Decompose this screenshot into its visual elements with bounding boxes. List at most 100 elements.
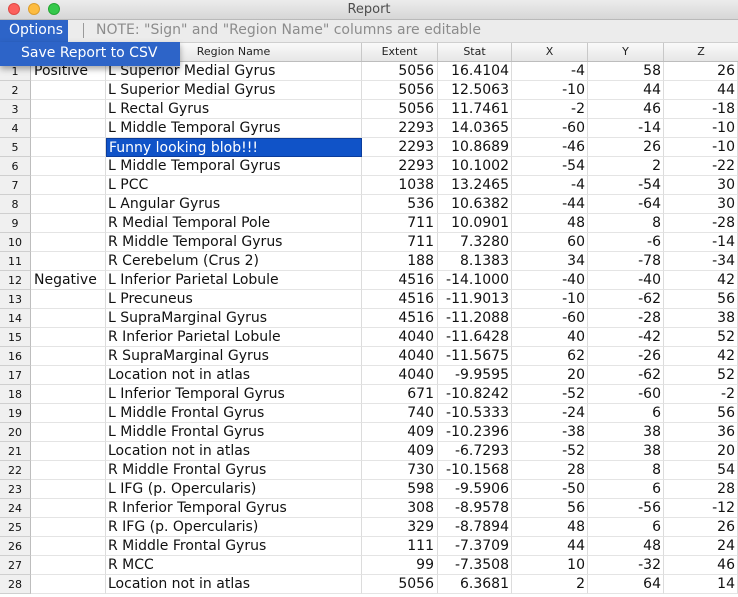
region-name-cell[interactable]: R Middle Frontal Gyrus	[106, 461, 362, 480]
sign-cell[interactable]	[31, 290, 106, 309]
sign-cell[interactable]	[31, 442, 106, 461]
sign-cell[interactable]	[31, 404, 106, 423]
close-icon[interactable]	[8, 3, 20, 15]
sign-cell[interactable]	[31, 385, 106, 404]
region-name-cell[interactable]: L Angular Gyrus	[106, 195, 362, 214]
table-row[interactable]: 17 Location not in atlas 4040 -9.9595 20 -62 5…	[0, 366, 738, 385]
sign-cell[interactable]	[31, 461, 106, 480]
y-cell: 64	[588, 575, 664, 594]
region-name-cell[interactable]: L PCC	[106, 176, 362, 195]
table-row[interactable]: 19 L Middle Frontal Gyrus 740 -10.5333 -24 6 5…	[0, 404, 738, 423]
table-row[interactable]: 23 L IFG (p. Opercularis) 598 -9.5906 -50 6 28	[0, 480, 738, 499]
table-row[interactable]: 24 R Inferior Temporal Gyrus 308 -8.9578 56-…	[0, 499, 738, 518]
table-row[interactable]: 7 L PCC 1038 13.2465 -4 -54 30	[0, 176, 738, 195]
sign-cell[interactable]	[31, 499, 106, 518]
sign-cell[interactable]	[31, 537, 106, 556]
region-name-cell[interactable]: R Inferior Temporal Gyrus	[106, 499, 362, 518]
region-name-cell[interactable]: Location not in atlas	[106, 442, 362, 461]
sign-cell[interactable]	[31, 176, 106, 195]
table-row[interactable]: 6 L Middle Temporal Gyrus 2293 10.1002 -54 2-…	[0, 157, 738, 176]
header-stat[interactable]: Stat	[438, 43, 512, 61]
options-menu-button[interactable]: Options	[0, 20, 68, 42]
table-row[interactable]: 13 L Precuneus 4516 -11.9013 -10 -62 56	[0, 290, 738, 309]
table-row[interactable]: 28 Location not in atlas 5056 6.3681 2 64 14	[0, 575, 738, 594]
header-region-name[interactable]: Region Name	[106, 43, 362, 61]
table-row[interactable]: 20 L Middle Frontal Gyrus 409 -10.2396 -38 38…	[0, 423, 738, 442]
region-name-cell[interactable]: L Middle Temporal Gyrus	[106, 157, 362, 176]
table-row[interactable]: 1 Positive L Superior Medial Gyrus 5056 16.4…	[0, 62, 738, 81]
save-report-csv-menu-item[interactable]: Save Report to CSV	[21, 45, 158, 61]
sign-cell[interactable]	[31, 81, 106, 100]
region-name-cell[interactable]: L Inferior Parietal Lobule	[106, 271, 362, 290]
sign-cell[interactable]	[31, 100, 106, 119]
zoom-icon[interactable]	[48, 3, 60, 15]
region-name-cell[interactable]: R Middle Temporal Gyrus	[106, 233, 362, 252]
table-row[interactable]: 21 Location not in atlas 409 -6.7293 -52 38 20	[0, 442, 738, 461]
region-name-cell[interactable]: L Rectal Gyrus	[106, 100, 362, 119]
sign-cell[interactable]	[31, 518, 106, 537]
header-x[interactable]: X	[512, 43, 588, 61]
table-row[interactable]: 15 R Inferior Parietal Lobule 4040 -11.6428…	[0, 328, 738, 347]
region-name-cell[interactable]: R Middle Frontal Gyrus	[106, 537, 362, 556]
region-name-cell[interactable]: R MCC	[106, 556, 362, 575]
z-cell: 46	[664, 556, 738, 575]
sign-cell[interactable]	[31, 347, 106, 366]
table-row[interactable]: 11 R Cerebelum (Crus 2) 188 8.1383 34 -78 -34	[0, 252, 738, 271]
sign-cell[interactable]	[31, 366, 106, 385]
sign-cell[interactable]	[31, 328, 106, 347]
table-row[interactable]: 3 L Rectal Gyrus 5056 11.7461 -2 46 -18	[0, 100, 738, 119]
region-name-cell[interactable]: R IFG (p. Opercularis)	[106, 518, 362, 537]
region-name-cell[interactable]: L Inferior Temporal Gyrus	[106, 385, 362, 404]
sign-cell[interactable]	[31, 575, 106, 594]
z-cell: 44	[664, 81, 738, 100]
region-name-cell[interactable]: R Medial Temporal Pole	[106, 214, 362, 233]
region-name-cell[interactable]: Location not in atlas	[106, 575, 362, 594]
table-row[interactable]: 25 R IFG (p. Opercularis) 329 -8.7894 48 6 26	[0, 518, 738, 537]
sign-cell[interactable]	[31, 157, 106, 176]
table-row[interactable]: 18 L Inferior Temporal Gyrus 671 -10.8242 -5…	[0, 385, 738, 404]
region-name-cell[interactable]: R Cerebelum (Crus 2)	[106, 252, 362, 271]
table-row[interactable]: 22 R Middle Frontal Gyrus 730 -10.1568 28 8 54	[0, 461, 738, 480]
sign-cell[interactable]	[31, 252, 106, 271]
table-row[interactable]: 27 R MCC 99 -7.3508 10 -32 46	[0, 556, 738, 575]
table-row[interactable]: 9 R Medial Temporal Pole 711 10.0901 48 8 -28	[0, 214, 738, 233]
sign-cell[interactable]: Positive	[31, 62, 106, 81]
region-name-cell[interactable]: L Middle Frontal Gyrus	[106, 423, 362, 442]
table-row[interactable]: 10 R Middle Temporal Gyrus 711 7.3280 60 -6 -1…	[0, 233, 738, 252]
header-z[interactable]: Z	[697, 45, 705, 58]
sign-cell[interactable]	[31, 556, 106, 575]
stat-cell: -11.5675	[438, 347, 512, 366]
region-name-cell[interactable]: R SupraMarginal Gyrus	[106, 347, 362, 366]
table-row[interactable]: 26 R Middle Frontal Gyrus 111 -7.3709 44 48 24	[0, 537, 738, 556]
region-name-cell[interactable]: L Middle Temporal Gyrus	[106, 119, 362, 138]
region-name-cell[interactable]: R Inferior Parietal Lobule	[106, 328, 362, 347]
sign-cell[interactable]	[31, 309, 106, 328]
minimize-icon[interactable]	[28, 3, 40, 15]
sign-cell[interactable]	[31, 233, 106, 252]
sign-cell[interactable]	[31, 195, 106, 214]
table-row[interactable]: 8 L Angular Gyrus 536 10.6382 -44 -64 30	[0, 195, 738, 214]
header-extent[interactable]: Extent	[362, 43, 438, 61]
table-row[interactable]: 16 R SupraMarginal Gyrus 4040 -11.5675 62 -26…	[0, 347, 738, 366]
sign-cell[interactable]	[31, 480, 106, 499]
table-row[interactable]: 12 Negative L Inferior Parietal Lobule 4516…	[0, 271, 738, 290]
region-name-cell[interactable]: L Superior Medial Gyrus	[106, 62, 362, 81]
region-name-cell[interactable]: Funny looking blob!!!	[106, 138, 362, 157]
table-row[interactable]: 5 Funny looking blob!!! 2293 10.8689 -46 26 -1…	[0, 138, 738, 157]
sign-cell[interactable]: Negative	[31, 271, 106, 290]
sign-cell[interactable]	[31, 423, 106, 442]
sign-cell[interactable]	[31, 138, 106, 157]
region-name-cell[interactable]: L Middle Frontal Gyrus	[106, 404, 362, 423]
sign-cell[interactable]	[31, 119, 106, 138]
region-name-cell[interactable]: L Precuneus	[106, 290, 362, 309]
region-name-cell[interactable]: L IFG (p. Opercularis)	[106, 480, 362, 499]
title-bar: Report	[0, 0, 738, 20]
table-row[interactable]: 14 L SupraMarginal Gyrus 4516 -11.2088 -60 -2…	[0, 309, 738, 328]
region-name-cell[interactable]: L Superior Medial Gyrus	[106, 81, 362, 100]
header-y[interactable]: Y	[588, 43, 664, 61]
region-name-cell[interactable]: Location not in atlas	[106, 366, 362, 385]
sign-cell[interactable]	[31, 214, 106, 233]
region-name-cell[interactable]: L SupraMarginal Gyrus	[106, 309, 362, 328]
